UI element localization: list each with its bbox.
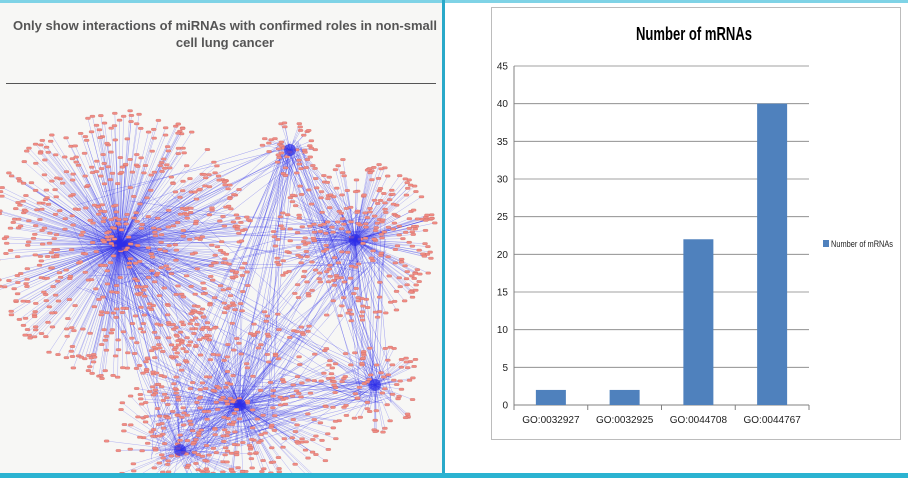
bar-go-0032927 [535, 389, 566, 405]
x-tick-label: GO:0032927 [522, 415, 580, 426]
bar-go-0044708 [683, 239, 714, 405]
mirna-interaction-network [0, 109, 438, 473]
y-tick-label: 15 [497, 288, 509, 299]
bar-chart-frame: Number of mRNAs 0 5 10 15 20 25 30 35 40 45 GO:0032… [491, 7, 901, 440]
bar-chart: Number of mRNAs 0 5 10 15 20 25 30 35 40 45 GO:0032… [497, 24, 893, 426]
y-tick-label: 35 [497, 137, 509, 148]
chart-title: Number of mRNAs [636, 24, 752, 44]
network-panel: Only show interactions of miRNAs with co… [0, 3, 442, 473]
legend-swatch [823, 240, 829, 247]
x-tick-label: GO:0044767 [743, 415, 801, 426]
panel-divider [442, 0, 445, 478]
x-tick-label: GO:0032925 [596, 415, 654, 426]
bottom-frame-border [0, 473, 908, 478]
y-tick-label: 20 [497, 250, 509, 261]
y-tick-label: 5 [502, 363, 508, 374]
y-tick-label: 45 [497, 62, 509, 73]
chart-legend: Number of mRNAs [823, 239, 893, 250]
bar-go-0044767 [757, 103, 788, 406]
top-frame-border [0, 0, 908, 3]
bar-go-0032925 [609, 389, 640, 405]
title-divider-line [6, 83, 436, 84]
network-nodes [0, 109, 438, 473]
y-tick-label: 10 [497, 325, 509, 336]
y-tick-label: 0 [502, 401, 508, 412]
y-tick-label: 40 [497, 99, 509, 110]
y-tick-label: 30 [497, 175, 509, 186]
legend-label: Number of mRNAs [831, 239, 893, 250]
y-tick-label: 25 [497, 212, 509, 223]
x-tick-label: GO:0044708 [670, 415, 728, 426]
network-title: Only show interactions of miRNAs with co… [13, 18, 437, 50]
